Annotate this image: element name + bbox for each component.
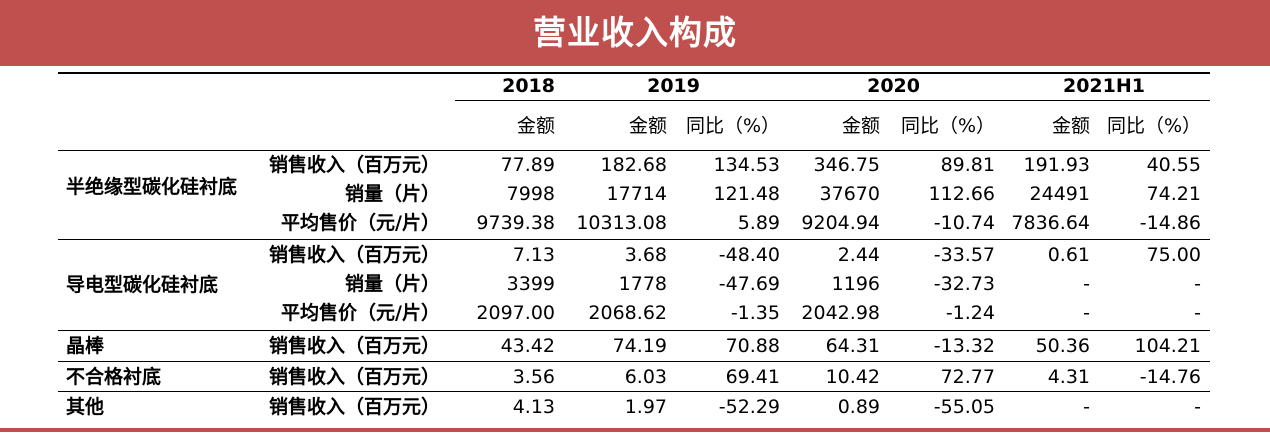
cell-v2018: 77.89 — [500, 154, 555, 176]
cell-yoy2021: 40.55 — [1146, 154, 1201, 176]
cell-metric: 销售收入（百万元） — [268, 154, 440, 176]
cell-v2021: 4.31 — [1047, 366, 1090, 388]
cell-yoy2020: -1.24 — [945, 302, 995, 324]
cell-v2018: 43.42 — [500, 335, 555, 357]
group-rule-2 — [58, 330, 1210, 331]
group-name-conductive: 导电型碳化硅衬底 — [66, 274, 219, 296]
cell-metric: 销售收入（百万元） — [268, 366, 440, 388]
cell-v2018: 7998 — [506, 183, 555, 205]
cell-v2021: 24491 — [1029, 183, 1090, 205]
cell-yoy2020: -10.74 — [933, 212, 995, 234]
cell-v2020: 37670 — [819, 183, 880, 205]
cell-v2019: 1778 — [618, 273, 667, 295]
cell-yoy2019: 69.41 — [725, 366, 780, 388]
cell-yoy2019: 121.48 — [713, 183, 780, 205]
page-title: 营业收入构成 — [533, 13, 737, 52]
cell-v2020: 0.89 — [837, 396, 880, 418]
subheader-amount-2021h1: 金额 — [1051, 115, 1090, 137]
cell-yoy2019: 70.88 — [725, 335, 780, 357]
cell-yoy2021: -14.86 — [1139, 212, 1201, 234]
group-name-rejected-substrate: 不合格衬底 — [66, 366, 162, 388]
cell-v2019: 6.03 — [624, 366, 667, 388]
cell-v2020: 346.75 — [813, 154, 880, 176]
cell-v2019: 182.68 — [600, 154, 667, 176]
subheader-yoy-2019: 同比（%） — [685, 115, 780, 137]
year-header-2019: 2019 — [647, 75, 700, 97]
cell-v2021: 50.36 — [1035, 335, 1090, 357]
cell-yoy2019: -52.29 — [718, 396, 780, 418]
group-name-other: 其他 — [66, 396, 105, 418]
cell-v2021: - — [1083, 396, 1090, 418]
cell-metric: 销售收入（百万元） — [268, 396, 440, 418]
cell-metric: 平均售价（元/片） — [281, 302, 440, 324]
year-header-2018: 2018 — [502, 75, 555, 97]
cell-v2021: 7836.64 — [1011, 212, 1090, 234]
cell-yoy2020: 72.77 — [940, 366, 995, 388]
cell-v2021: 191.93 — [1023, 154, 1090, 176]
cell-yoy2021: - — [1194, 273, 1201, 295]
cell-yoy2021: 75.00 — [1146, 244, 1201, 266]
subheader-amount-2019: 金额 — [628, 115, 667, 137]
cell-v2018: 2097.00 — [476, 302, 555, 324]
cell-v2019: 10313.08 — [576, 212, 667, 234]
subheader-amount-2020: 金额 — [841, 115, 880, 137]
year-header-rule — [455, 100, 1210, 101]
header-bottom-rule — [58, 150, 1210, 151]
cell-v2018: 7.13 — [512, 244, 555, 266]
cell-metric: 销量（片） — [344, 273, 440, 295]
cell-v2020: 1196 — [831, 273, 880, 295]
group-rule-4 — [58, 391, 1210, 392]
year-header-2021h1: 2021H1 — [1062, 75, 1145, 97]
cell-metric: 销量（片） — [344, 183, 440, 205]
year-header-2020: 2020 — [867, 75, 920, 97]
cell-v2019: 2068.62 — [588, 302, 667, 324]
cell-metric: 平均售价（元/片） — [281, 212, 440, 234]
cell-v2020: 2042.98 — [801, 302, 880, 324]
cell-v2019: 74.19 — [612, 335, 667, 357]
cell-v2021: - — [1083, 302, 1090, 324]
cell-metric: 销售收入（百万元） — [268, 244, 440, 266]
group-rule-1 — [58, 239, 1210, 240]
cell-yoy2020: -13.32 — [933, 335, 995, 357]
cell-yoy2021: -14.76 — [1139, 366, 1201, 388]
cell-v2020: 10.42 — [825, 366, 880, 388]
cell-v2021: 0.61 — [1047, 244, 1090, 266]
cell-v2018: 9739.38 — [476, 212, 555, 234]
cell-yoy2020: 89.81 — [940, 154, 995, 176]
cell-yoy2020: -33.57 — [933, 244, 995, 266]
cell-metric: 销售收入（百万元） — [268, 335, 440, 357]
cell-yoy2020: 112.66 — [928, 183, 995, 205]
cell-v2020: 2.44 — [837, 244, 880, 266]
cell-yoy2019: -48.40 — [718, 244, 780, 266]
subheader-yoy-2021h1: 同比（%） — [1106, 115, 1201, 137]
cell-v2020: 64.31 — [825, 335, 880, 357]
group-rule-3 — [58, 361, 1210, 362]
cell-yoy2019: -47.69 — [718, 273, 780, 295]
title-banner — [0, 0, 1270, 66]
cell-yoy2019: 5.89 — [737, 212, 780, 234]
cell-v2019: 17714 — [606, 183, 667, 205]
group-name-ingot: 晶棒 — [66, 335, 105, 357]
cell-yoy2020: -32.73 — [933, 273, 995, 295]
bottom-accent-bar — [0, 428, 1270, 432]
cell-v2019: 3.68 — [624, 244, 667, 266]
cell-yoy2019: 134.53 — [713, 154, 780, 176]
cell-v2018: 4.13 — [512, 396, 555, 418]
cell-v2018: 3.56 — [512, 366, 555, 388]
cell-v2021: - — [1083, 273, 1090, 295]
cell-yoy2021: 74.21 — [1146, 183, 1201, 205]
cell-v2019: 1.97 — [624, 396, 667, 418]
subheader-amount-2018: 金额 — [516, 115, 555, 137]
cell-yoy2021: - — [1194, 302, 1201, 324]
cell-v2020: 9204.94 — [801, 212, 880, 234]
cell-yoy2021: - — [1194, 396, 1201, 418]
subheader-yoy-2020: 同比（%） — [900, 115, 995, 137]
group-name-semi-insulating: 半绝缘型碳化硅衬底 — [66, 176, 238, 198]
cell-yoy2021: 104.21 — [1134, 335, 1201, 357]
cell-yoy2020: -55.05 — [933, 396, 995, 418]
table-top-rule — [58, 72, 1210, 74]
cell-v2018: 3399 — [506, 273, 555, 295]
cell-yoy2019: -1.35 — [730, 302, 780, 324]
